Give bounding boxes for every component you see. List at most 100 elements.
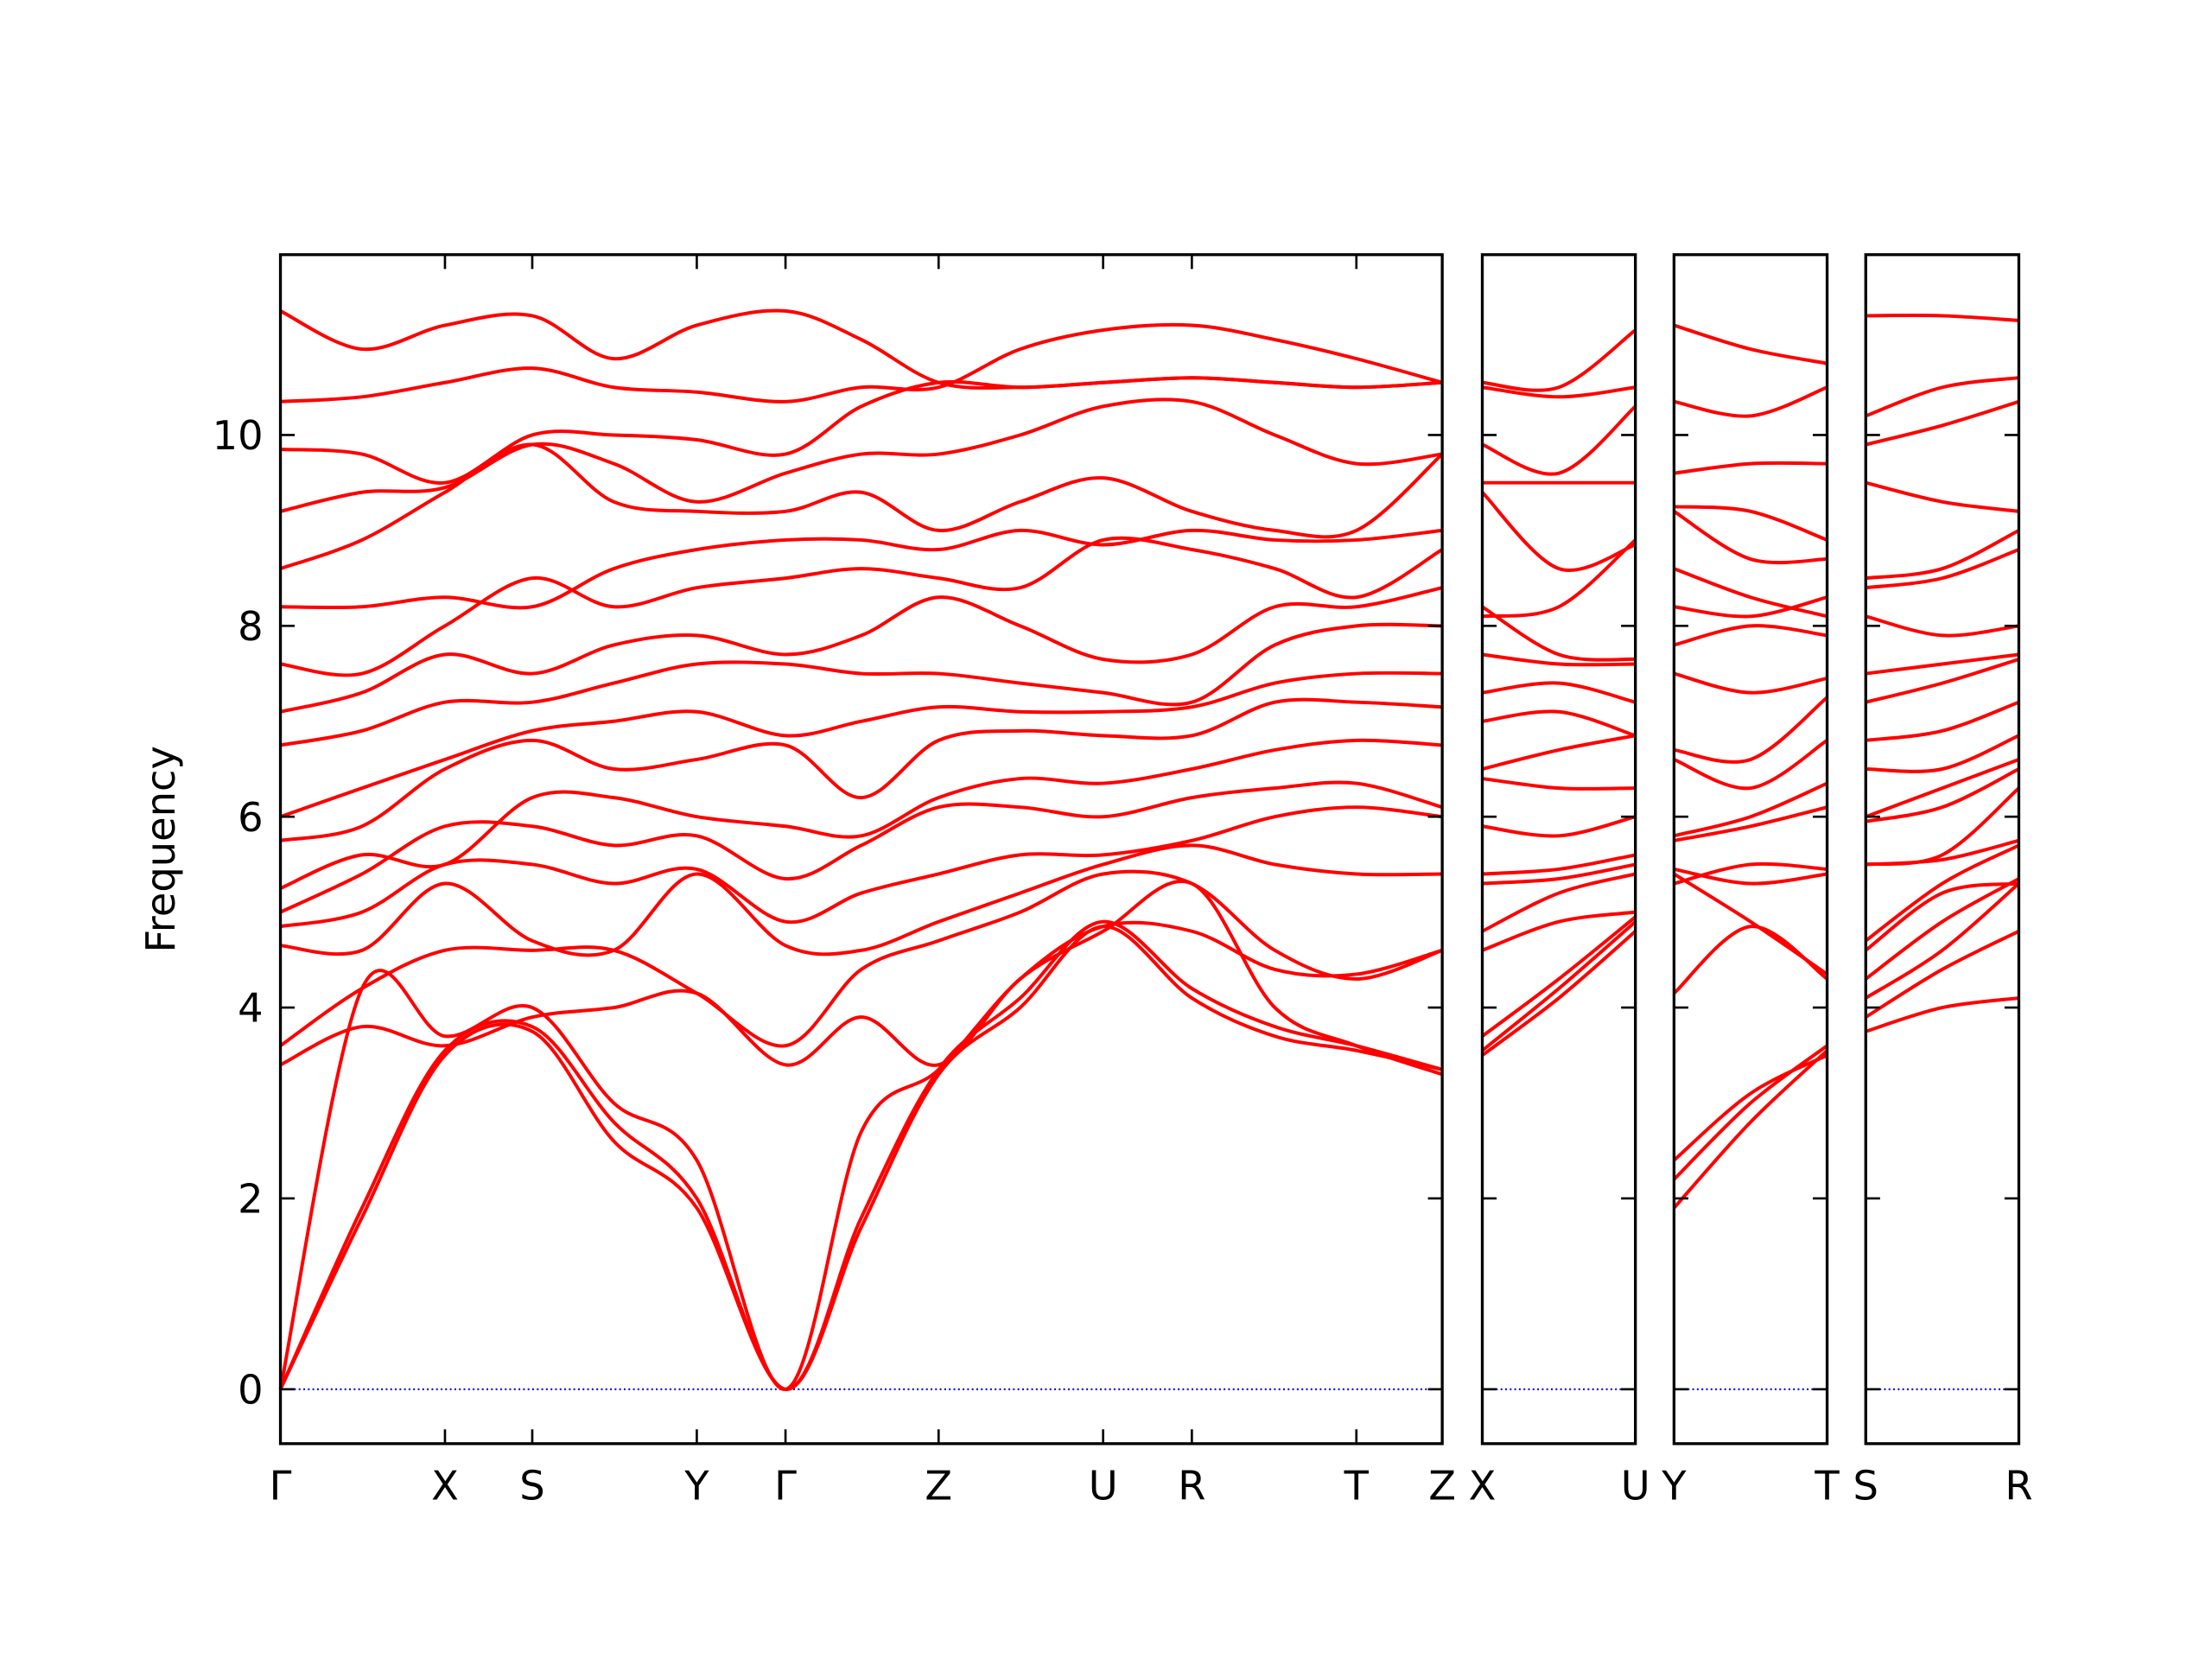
band-line [1481, 920, 1637, 1052]
band-line [280, 322, 1443, 404]
band-line [1673, 671, 1827, 695]
x-tick-label: Y [683, 1462, 709, 1509]
band-line [280, 528, 1443, 610]
y-tick-label: 0 [238, 1366, 264, 1413]
band-line [1673, 323, 1827, 365]
band-line [278, 920, 1443, 1391]
band-line [1482, 734, 1637, 771]
band-line [1865, 399, 2020, 447]
band-line [1482, 681, 1637, 704]
band-line [1674, 595, 1828, 619]
band-line [279, 869, 1443, 1048]
band-line [1482, 709, 1637, 738]
plot-frame [1864, 253, 2021, 1446]
plot-frame [1672, 253, 1829, 1446]
band-line [1482, 385, 1636, 399]
band-line [1865, 996, 2019, 1033]
x-tick-label: Γ [270, 1462, 292, 1509]
band-line [1865, 614, 2019, 638]
band-line [1481, 910, 1636, 952]
x-tick-label: S [1853, 1462, 1878, 1509]
plot-frame [1480, 253, 1637, 1446]
x-tick-label: T [1344, 1462, 1370, 1509]
band-line [1865, 376, 2019, 418]
band-line [280, 843, 1443, 957]
x-tick-label: S [519, 1462, 544, 1509]
band-line [1482, 328, 1637, 392]
x-tick-label: Z [1428, 1462, 1456, 1509]
x-tick-label: Z [925, 1462, 952, 1509]
band-line [1866, 786, 2020, 867]
band-line [1673, 781, 1828, 838]
band-line [1482, 652, 1636, 667]
y-tick-label: 8 [238, 603, 264, 650]
y-tick-label: 2 [238, 1176, 264, 1223]
band-line [1673, 861, 1827, 886]
x-tick-label: Y [1661, 1462, 1687, 1509]
band-line [279, 442, 1444, 570]
band-line [279, 738, 1443, 890]
band-line [1482, 777, 1636, 791]
band-line [279, 671, 1443, 819]
band-line [1866, 548, 2020, 590]
y-axis-label: Frequency [137, 746, 184, 952]
band-line [1482, 862, 1637, 886]
band-line [1674, 505, 1828, 542]
y-tick-label: 10 [213, 412, 264, 459]
band-line [1866, 652, 2019, 676]
band-line [1674, 696, 1828, 764]
x-tick-label: Γ [774, 1462, 797, 1509]
band-line [278, 925, 1443, 1391]
band-line [1481, 491, 1637, 572]
x-tick-label: R [1178, 1462, 1205, 1509]
band-line [280, 805, 1443, 929]
x-tick-label: U [1621, 1462, 1650, 1509]
band-line [280, 536, 1444, 677]
band-line [1865, 767, 2020, 823]
band-line [280, 586, 1443, 714]
x-tick-label: R [2005, 1462, 2032, 1509]
band-line [279, 308, 1443, 390]
band-line [1673, 739, 1828, 791]
band-line [1673, 1053, 1828, 1162]
band-line [1866, 314, 2019, 322]
x-tick-label: U [1089, 1462, 1118, 1509]
band-line [1865, 882, 2020, 1000]
band-line [1866, 838, 2019, 867]
band-line [1865, 480, 2019, 513]
band-line [1673, 624, 1827, 647]
band-line [1672, 1049, 1828, 1210]
band-line [1674, 805, 1828, 842]
band-line [1674, 868, 1827, 886]
band-line [280, 622, 1443, 747]
x-tick-label: X [431, 1462, 459, 1509]
band-line [1672, 1044, 1828, 1181]
band-line [1481, 915, 1637, 1038]
x-tick-label: T [1814, 1462, 1840, 1509]
y-tick-label: 4 [238, 985, 264, 1032]
band-line [1673, 567, 1828, 619]
band-line [1481, 872, 1637, 933]
band-line [1674, 461, 1827, 475]
band-line [1865, 929, 2020, 1019]
band-line [1865, 758, 2020, 819]
band-line [1865, 877, 2020, 981]
band-line [280, 397, 1443, 513]
band-line [1481, 930, 1637, 1057]
band-line [278, 919, 1443, 1391]
band-line [280, 697, 1443, 842]
band-line [1866, 700, 2020, 742]
band-line [1481, 605, 1636, 662]
band-line [1482, 538, 1637, 619]
y-tick-label: 6 [238, 794, 264, 841]
band-line [1673, 510, 1827, 565]
band-line [1866, 734, 2020, 773]
band-line [1865, 881, 2019, 952]
plot-frame [278, 253, 1444, 1446]
band-line [1673, 872, 1828, 976]
band-line [279, 780, 1443, 914]
band-line [1482, 815, 1637, 838]
band-line [1481, 404, 1637, 476]
band-line [1673, 385, 1828, 418]
